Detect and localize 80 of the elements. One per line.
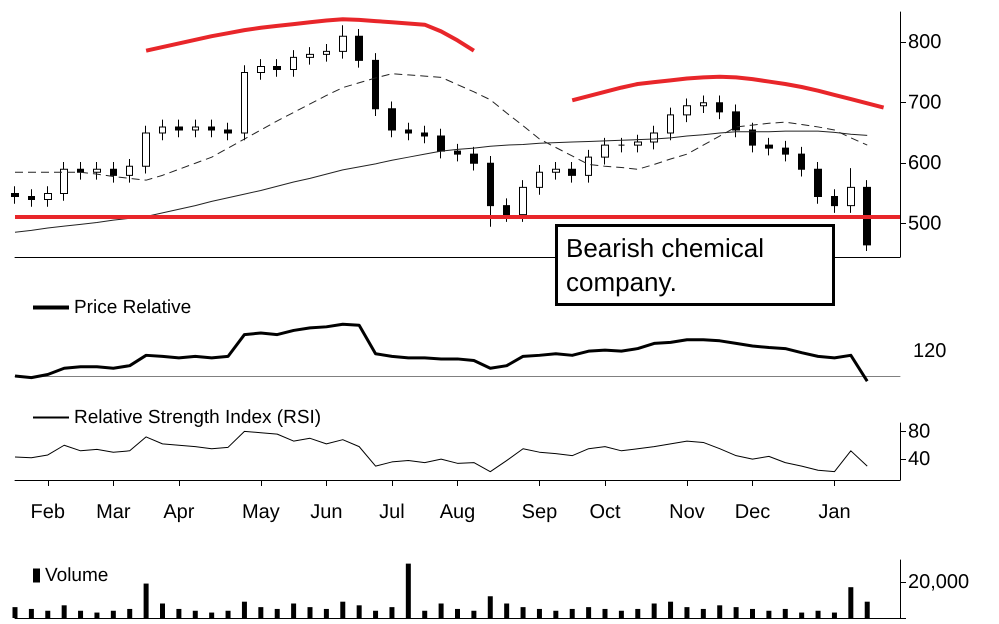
candlestick — [110, 162, 117, 184]
candlestick — [372, 52, 379, 117]
candlestick — [159, 119, 166, 141]
candlestick — [192, 119, 199, 138]
candlestick — [831, 188, 838, 214]
candlestick — [175, 119, 183, 138]
legend-label: Relative Strength Index (RSI) — [74, 407, 322, 428]
candlestick — [241, 64, 248, 141]
candlestick — [273, 58, 281, 78]
candlestick — [405, 122, 412, 141]
x-tick-label: Feb — [30, 501, 66, 523]
candlestick — [634, 134, 642, 153]
candlestick — [814, 162, 822, 204]
candlestick — [28, 188, 35, 208]
x-tick-label: Mar — [96, 501, 131, 523]
line-series — [570, 74, 886, 110]
candlestick — [224, 122, 232, 141]
candlestick — [126, 158, 133, 184]
candlestick — [454, 143, 461, 162]
candlestick — [323, 44, 330, 62]
candlestick — [716, 94, 723, 120]
candlestick — [847, 168, 855, 214]
x-tick-label: Jun — [310, 501, 343, 523]
y-tick-label: 20,000 — [908, 570, 970, 593]
candlestick — [355, 28, 363, 68]
candlestick — [618, 137, 625, 153]
candlestick — [306, 46, 314, 66]
candlestick — [421, 125, 428, 144]
text: 120 — [913, 339, 946, 363]
candlestick — [142, 125, 150, 174]
candlestick — [765, 137, 773, 156]
candlestick — [93, 162, 101, 180]
candlestick — [487, 155, 494, 228]
candlestick — [585, 149, 592, 184]
annotation: Bearish chemical company. — [555, 224, 835, 306]
candlestick — [683, 98, 691, 123]
candlestick — [536, 164, 543, 196]
line-series — [144, 17, 476, 53]
candlestick — [208, 119, 215, 138]
candlestick — [700, 94, 707, 114]
y-tick-label: 600 — [908, 152, 942, 174]
candlestick — [257, 58, 265, 80]
x-tick-label: Jan — [818, 501, 851, 523]
candlestick — [863, 180, 871, 252]
candlestick — [339, 24, 347, 60]
x-tick-label: May — [242, 501, 280, 523]
candlestick — [798, 146, 805, 178]
x-tick-label: Sep — [522, 501, 558, 523]
y-tick-label: 800 — [908, 31, 942, 54]
candlestick — [519, 180, 527, 222]
x-tick-label: Dec — [734, 501, 770, 523]
legend-label: Price Relative — [74, 297, 192, 318]
candlestick — [732, 104, 740, 138]
candlestick — [388, 101, 396, 138]
candlestick — [552, 162, 560, 180]
candlestick — [749, 122, 756, 153]
candlestick — [782, 140, 789, 162]
legend-label: Volume — [45, 565, 108, 586]
candlestick — [44, 186, 52, 208]
candlestick — [601, 137, 609, 165]
candlestick — [77, 162, 84, 180]
candlestick — [437, 128, 445, 159]
y-tick-label: 40 — [908, 448, 930, 470]
x-tick-label: Nov — [669, 501, 705, 523]
candlestick — [650, 125, 658, 150]
candlestick — [667, 107, 674, 141]
x-tick-label: Aug — [440, 501, 476, 523]
candlestick — [503, 198, 510, 222]
candlestick — [568, 162, 576, 184]
candlestick — [11, 186, 19, 204]
x-tick-label: Apr — [163, 501, 195, 523]
x-tick-label: Oct — [589, 501, 621, 523]
y-tick-label: 500 — [908, 212, 942, 235]
line-series — [14, 430, 868, 472]
candlestick — [60, 162, 68, 202]
candlestick — [470, 146, 478, 171]
y-tick-label: 80 — [908, 420, 930, 442]
candlestick — [290, 50, 297, 78]
x-tick-label: Jul — [379, 501, 405, 523]
y-tick-label: 700 — [908, 92, 942, 114]
